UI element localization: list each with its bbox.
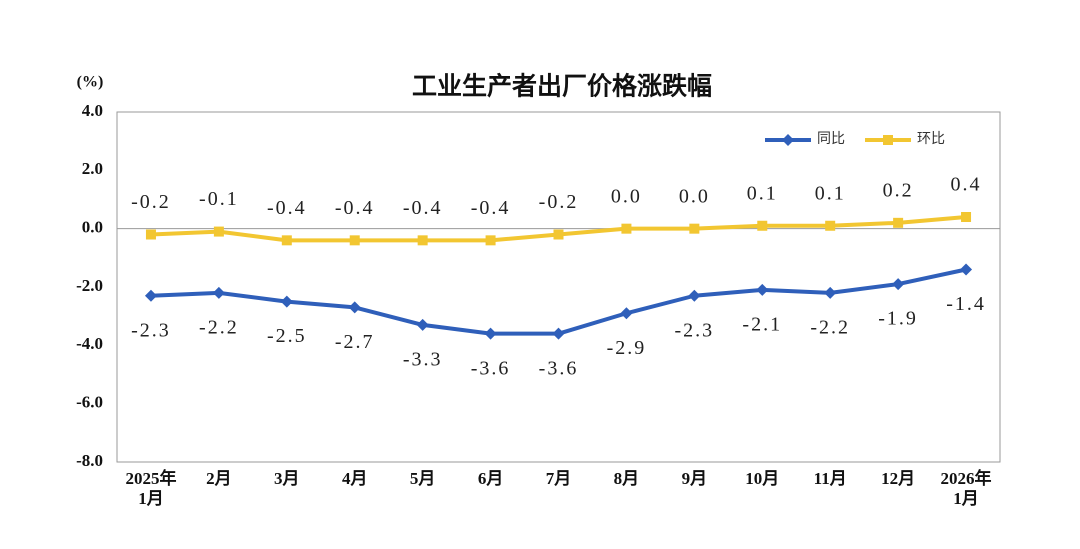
data-label: -2.1: [742, 314, 782, 336]
point: [756, 283, 769, 296]
legend-marker: [883, 135, 893, 145]
legend-label: 同比: [817, 131, 845, 147]
point: [349, 235, 360, 246]
x-tick-label: 11月: [813, 469, 847, 488]
data-label: -0.4: [335, 197, 375, 219]
point: [960, 263, 973, 276]
plot-frame: [116, 111, 1001, 463]
x-tick-label: 2月: [206, 469, 232, 488]
data-label: -2.3: [675, 319, 715, 341]
point: [961, 212, 972, 222]
data-label: -0.4: [267, 197, 307, 219]
point: [348, 301, 361, 314]
point: [825, 220, 836, 231]
y-axis-label: (%): [77, 74, 104, 91]
point: [553, 229, 564, 240]
data-label: -2.7: [335, 331, 375, 353]
point: [145, 229, 156, 240]
data-label: -0.2: [539, 191, 579, 213]
y-tick-label: -6.0: [76, 393, 103, 412]
point: [892, 278, 905, 291]
data-label: 0.0: [679, 185, 710, 207]
point: [484, 327, 497, 340]
data-label: 0.0: [611, 185, 642, 207]
point: [144, 289, 157, 302]
point: [824, 286, 837, 299]
x-tick-label: 10月: [745, 469, 780, 488]
point: [417, 235, 428, 246]
point: [552, 327, 565, 340]
data-label: 0.1: [815, 182, 846, 204]
y-tick-label: 2.0: [82, 159, 103, 178]
data-label: -3.6: [539, 357, 579, 379]
data-label: -2.2: [199, 316, 239, 338]
point: [893, 217, 904, 228]
x-tick-label: 2025年 1月: [125, 469, 177, 508]
y-tick-label: -4.0: [76, 334, 103, 353]
point: [281, 235, 292, 246]
y-tick-label: -2.0: [76, 276, 103, 295]
data-label: -0.4: [471, 197, 511, 219]
data-label: -1.9: [878, 308, 918, 330]
data-label: 0.4: [951, 174, 982, 196]
data-label: -0.1: [199, 188, 239, 210]
y-tick-label: 4.0: [82, 101, 103, 120]
x-tick-label: 8月: [613, 469, 640, 488]
data-label: 0.1: [747, 182, 778, 204]
point: [757, 220, 768, 231]
legend-marker: [782, 134, 794, 146]
point: [212, 286, 225, 299]
data-label: -2.2: [810, 316, 850, 338]
point: [621, 223, 632, 234]
x-tick-label: 7月: [545, 469, 572, 488]
legend-label: 环比: [917, 131, 945, 147]
data-label: -2.9: [607, 337, 647, 359]
point: [280, 295, 293, 308]
x-tick-label: 2026年 1月: [940, 469, 992, 508]
data-label: -2.5: [267, 325, 307, 347]
point: [416, 318, 429, 331]
data-label: -3.6: [471, 357, 511, 379]
chart-title: 工业生产者出厂价格涨跌幅: [412, 72, 712, 101]
y-tick-label: 0.0: [82, 218, 103, 237]
y-tick-label: -8.0: [76, 451, 103, 470]
x-tick-label: 4月: [341, 469, 368, 488]
point: [620, 307, 633, 320]
data-label: -0.4: [403, 197, 443, 219]
point: [689, 223, 700, 234]
data-label: -3.3: [403, 349, 443, 371]
point: [485, 235, 496, 246]
x-tick-label: 9月: [681, 469, 708, 488]
x-tick-label: 12月: [881, 469, 916, 488]
point: [213, 226, 224, 237]
data-label: 0.2: [883, 179, 914, 201]
x-tick-label: 6月: [477, 469, 504, 488]
point: [688, 289, 701, 302]
data-label: -1.4: [946, 293, 986, 315]
data-label: -2.3: [131, 319, 171, 341]
x-tick-label: 5月: [409, 469, 436, 488]
x-tick-label: 3月: [274, 469, 300, 488]
data-label: -0.2: [131, 191, 171, 213]
